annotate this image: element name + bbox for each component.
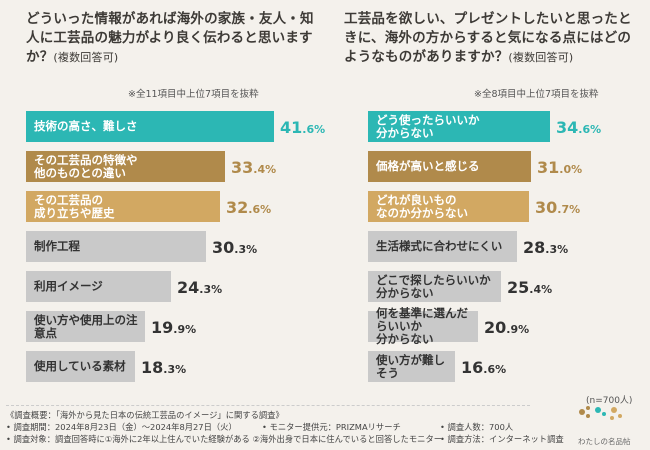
bar-2: その工芸品の特徴や 他のものとの違い	[26, 151, 225, 182]
bar-value-label: 18.3%	[141, 358, 187, 377]
bar-4: 生活様式に合わせにくい	[368, 231, 517, 262]
bar-1: どう使ったらいいか 分からない	[368, 111, 550, 142]
bar-label: 制作工程	[34, 239, 80, 253]
bar-label: どこで探したらいいか 分からない	[376, 272, 491, 300]
bar-1: 技術の高さ、難しさ	[26, 111, 274, 142]
bar-value-label: 20.9%	[484, 318, 530, 337]
bar-value-label: 32.6%	[226, 198, 272, 217]
right-title-suffix: (複数回答可)	[508, 51, 574, 64]
right-chart-note: ※全8項目中上位7項目を抜粋	[474, 89, 599, 100]
bar-label: 何を基準に選んだらいいか 分からない	[376, 306, 468, 346]
left-chart-title: どういった情報があれば海外の家族・友人・知人に工芸品の魅力がより良く伝わると思い…	[26, 10, 318, 67]
bar-label: 技術の高さ、難しさ	[34, 119, 138, 133]
bar-2: 価格が高いと感じる	[368, 151, 531, 182]
right-title-text: 工芸品を欲しい、プレゼントしたいと思ったときに、海外の方からすると気になる点には…	[344, 11, 632, 65]
bar-label: どれが良いもの なのか分からない	[376, 192, 468, 220]
bar-value-label: 28.3%	[523, 238, 569, 257]
bar-label: どう使ったらいいか 分からない	[376, 112, 480, 140]
bar-value-label: 25.4%	[507, 278, 553, 297]
bar-4: 制作工程	[26, 231, 206, 262]
bar-label: 使い方が難しそう	[376, 352, 445, 380]
bar-value-label: 19.9%	[151, 318, 197, 337]
bar-value-label: 30.3%	[212, 238, 258, 257]
bar-label: その工芸品の 成り立ちや歴史	[34, 192, 115, 220]
bar-label: 使用している素材	[34, 359, 126, 373]
bar-label: 利用イメージ	[34, 279, 103, 293]
right-chart-title: 工芸品を欲しい、プレゼントしたいと思ったときに、海外の方からすると気になる点には…	[344, 10, 644, 67]
bar-7: 使用している素材	[26, 351, 135, 382]
left-title-text: どういった情報があれば海外の家族・友人・知人に工芸品の魅力がより良く伝わると思い…	[26, 11, 314, 65]
bar-value-label: 31.0%	[537, 158, 583, 177]
sample-size-note: (n=700人)	[586, 396, 633, 406]
footer-line-2a: • 調査期間：2024年8月23日（金）〜2024年8月27日（火）	[6, 422, 237, 432]
left-title-suffix: (複数回答可)	[53, 51, 119, 64]
bar-7: 使い方が難しそう	[368, 351, 455, 382]
bar-value-label: 30.7%	[535, 198, 581, 217]
bar-3: どれが良いもの なのか分からない	[368, 191, 529, 222]
bar-6: 使い方や使用上の注意点	[26, 311, 145, 342]
left-chart-note: ※全11項目中上位7項目を抜粋	[128, 89, 259, 100]
footer-line-2b: • モニター提供元：PRIZMAリサーチ	[262, 422, 401, 432]
footer-line-3a: • 調査対象：調査回答時に①海外に2年以上住んでいた経験がある ②海外出身で日本…	[6, 434, 443, 444]
footer-line-2c: • 調査人数：700人	[440, 422, 514, 432]
bar-label: 使い方や使用上の注意点	[34, 312, 138, 340]
brand-logo-text: わたしの名品帖	[578, 437, 631, 446]
bar-value-label: 24.3%	[177, 278, 223, 297]
bar-3: その工芸品の 成り立ちや歴史	[26, 191, 220, 222]
bar-value-label: 34.6%	[556, 118, 602, 137]
bar-label: 価格が高いと感じる	[376, 159, 480, 173]
bar-value-label: 41.6%	[280, 118, 326, 137]
bar-5: 利用イメージ	[26, 271, 171, 302]
bar-label: 生活様式に合わせにくい	[376, 239, 503, 253]
bar-5: どこで探したらいいか 分からない	[368, 271, 501, 302]
bar-value-label: 16.6%	[461, 358, 507, 377]
brand-logo-icon	[579, 406, 622, 420]
bar-6: 何を基準に選んだらいいか 分からない	[368, 307, 478, 346]
bar-value-label: 33.4%	[231, 158, 277, 177]
footer-line-1: 《調査概要：「海外から見た日本の伝統工芸品のイメージ」に関する調査》	[6, 410, 284, 420]
bar-label: その工芸品の特徴や 他のものとの違い	[34, 152, 138, 180]
footer-line-3b: • 調査方法：インターネット調査	[440, 434, 564, 444]
